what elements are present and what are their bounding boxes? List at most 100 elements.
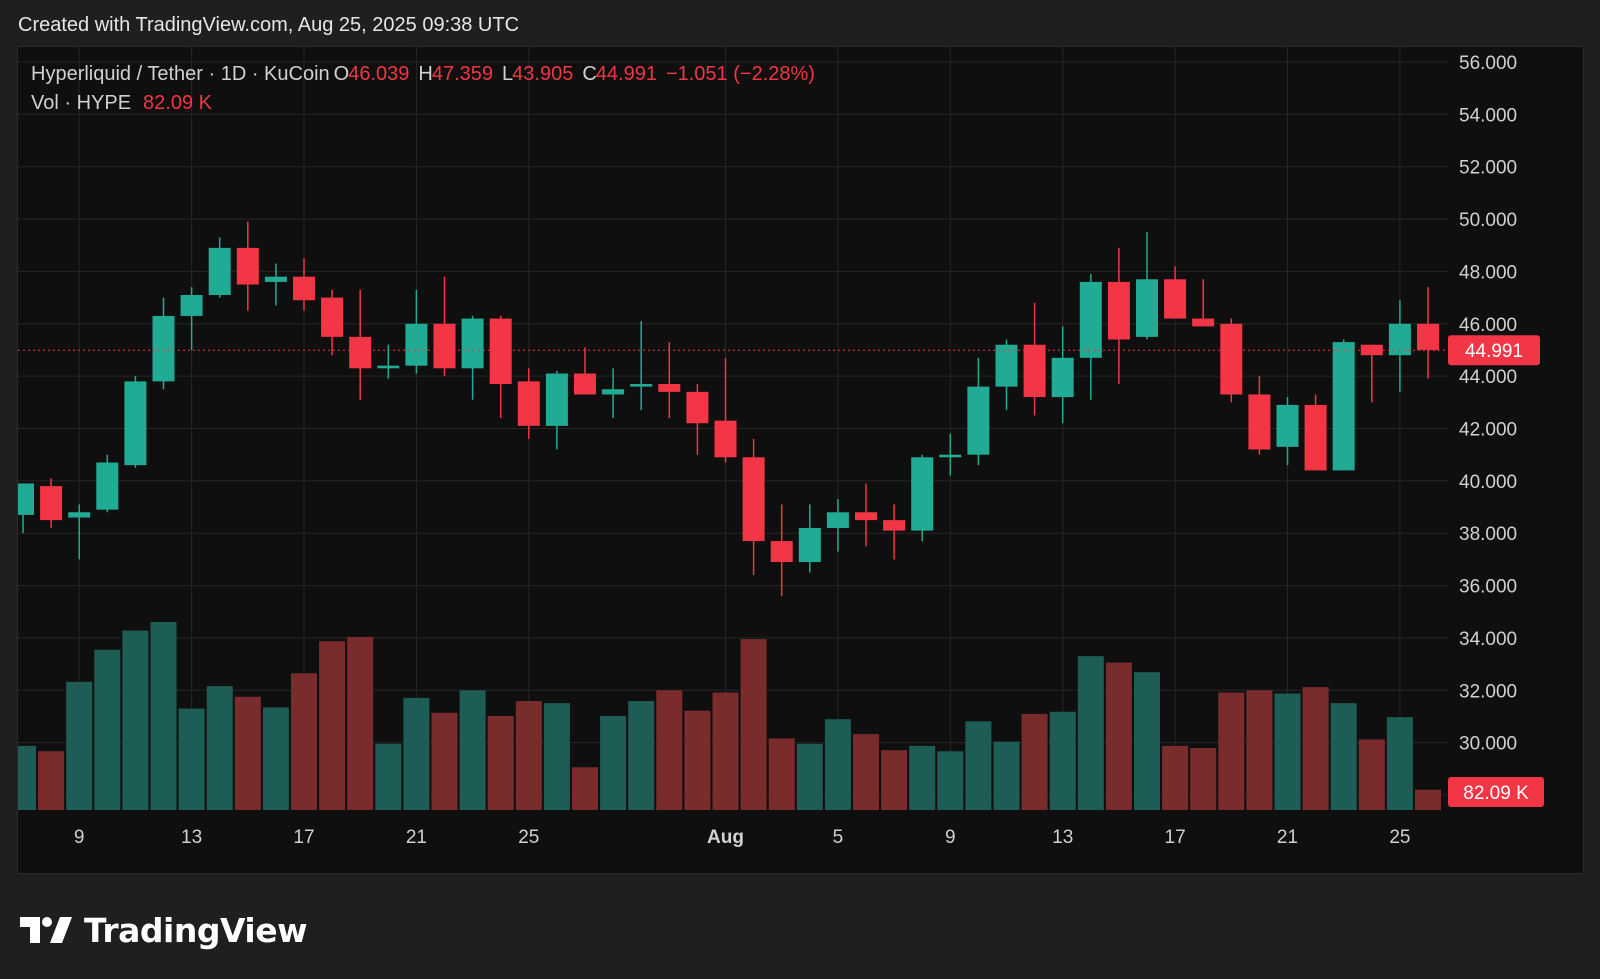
candle-body[interactable] [798, 527, 821, 563]
volume-bar [375, 743, 402, 810]
candle-body[interactable] [1164, 279, 1187, 319]
volume-bar [262, 707, 289, 810]
candle-body[interactable] [124, 381, 147, 466]
candle-body[interactable] [1107, 281, 1130, 340]
candlestick-chart[interactable]: 56.000 54.000 52.000 50.000 48.000 46.000 44.0… [18, 47, 1583, 873]
volume-bar [122, 630, 149, 810]
price-tick-label: 48.000 [1459, 262, 1517, 283]
candle-body[interactable] [349, 336, 372, 369]
candle-body[interactable] [1388, 323, 1411, 356]
candle-body[interactable] [1136, 279, 1158, 337]
volume-bar [572, 767, 598, 810]
volume-bar [319, 641, 346, 810]
candle-body[interactable] [911, 457, 934, 531]
chart-panel[interactable]: 56.000 54.000 52.000 50.000 48.000 46.000 44.0… [17, 46, 1584, 874]
candle-body[interactable] [1192, 318, 1215, 327]
last-price-badge-text: 44.991 [1465, 341, 1523, 362]
candle-body[interactable] [939, 454, 962, 458]
candle-body[interactable] [68, 512, 91, 518]
date-tick-label: 17 [1165, 827, 1186, 848]
volume-bar [66, 681, 93, 810]
date-tick-label: 21 [406, 827, 427, 848]
volume-bar [796, 743, 823, 810]
candle-body[interactable] [517, 381, 540, 426]
volume-bar [1302, 687, 1329, 810]
candle-body[interactable] [967, 386, 990, 455]
candle-body[interactable] [1220, 323, 1243, 395]
candle-body[interactable] [545, 373, 568, 426]
volume-bar [600, 716, 627, 810]
candle-body[interactable] [236, 247, 259, 285]
volume-bar [403, 697, 430, 810]
volume-bar [768, 738, 795, 810]
candle-body[interactable] [1276, 404, 1299, 447]
candle-body[interactable] [1023, 344, 1046, 398]
candle-body[interactable] [180, 294, 203, 316]
candle-body[interactable] [855, 512, 877, 521]
volume-bar [1190, 748, 1217, 810]
date-tick-label: 25 [518, 827, 539, 848]
candle-body[interactable] [264, 276, 287, 282]
volume-bar [150, 622, 177, 810]
price-tick-label: 42.000 [1459, 420, 1517, 441]
volume-bar [178, 708, 205, 810]
price-tick-label: 44.000 [1459, 367, 1517, 388]
candle-body[interactable] [1248, 394, 1271, 450]
candle-body[interactable] [1360, 344, 1383, 356]
candle-body[interactable] [40, 486, 63, 521]
volume-bar [431, 712, 458, 810]
price-tick-label: 38.000 [1459, 524, 1517, 545]
legend-change: −1.051 (−2.28%) [666, 63, 815, 85]
legend-symbol: Hyperliquid / Tether · 1D · KuCoin [31, 63, 330, 85]
volume-bar [543, 703, 570, 810]
price-tick-label: 34.000 [1459, 629, 1517, 650]
volume-bar [94, 649, 121, 810]
price-tick-label: 30.000 [1459, 734, 1517, 755]
volume-bar [937, 751, 964, 810]
candle-body[interactable] [995, 344, 1018, 387]
price-tick-label: 52.000 [1459, 158, 1517, 179]
volume-bar [993, 741, 1020, 810]
candle-body[interactable] [293, 276, 315, 301]
date-tick-label: 21 [1277, 827, 1298, 848]
candle-body[interactable] [461, 318, 484, 369]
candle-body[interactable] [630, 383, 653, 387]
candle-body[interactable] [1079, 281, 1102, 358]
candle-body[interactable] [377, 365, 400, 369]
candle-body[interactable] [152, 315, 175, 382]
volume-bar [712, 692, 739, 810]
candle-body[interactable] [405, 323, 428, 366]
volume-bar [1218, 692, 1245, 810]
volume-bar [487, 716, 514, 810]
candle-body[interactable] [742, 457, 765, 542]
candle-body[interactable] [602, 389, 625, 395]
candle-body[interactable] [489, 318, 512, 384]
candle-body[interactable] [18, 483, 34, 515]
candle-body[interactable] [96, 462, 119, 510]
candle-body[interactable] [574, 373, 596, 395]
candle-body[interactable] [714, 420, 737, 458]
legend-volume-label: Vol · HYPE [31, 92, 131, 114]
price-tick-label: 46.000 [1459, 315, 1517, 336]
volume-bar [1077, 656, 1104, 810]
candle-body[interactable] [686, 391, 709, 424]
candle-body[interactable] [1304, 404, 1327, 471]
legend-low-value: 43.905 [512, 63, 573, 85]
volume-bar [1330, 703, 1357, 810]
candle-body[interactable] [826, 512, 849, 528]
legend-high-label: H [418, 63, 432, 85]
candle-body[interactable] [321, 297, 344, 337]
tradingview-logo-text: TradingView [84, 910, 308, 950]
volume-bar [1274, 693, 1301, 810]
candle-body[interactable] [208, 247, 231, 295]
candle-body[interactable] [883, 520, 906, 531]
candle-body[interactable] [1051, 357, 1074, 398]
candle-body[interactable] [770, 541, 793, 563]
volume-bar [38, 751, 65, 810]
candle-body[interactable] [1332, 342, 1355, 471]
candle-body[interactable] [1417, 323, 1439, 350]
legend-open-value: 46.039 [348, 63, 409, 85]
candle-body[interactable] [658, 383, 681, 392]
candle-body[interactable] [433, 323, 456, 369]
volume-bar [740, 639, 767, 810]
